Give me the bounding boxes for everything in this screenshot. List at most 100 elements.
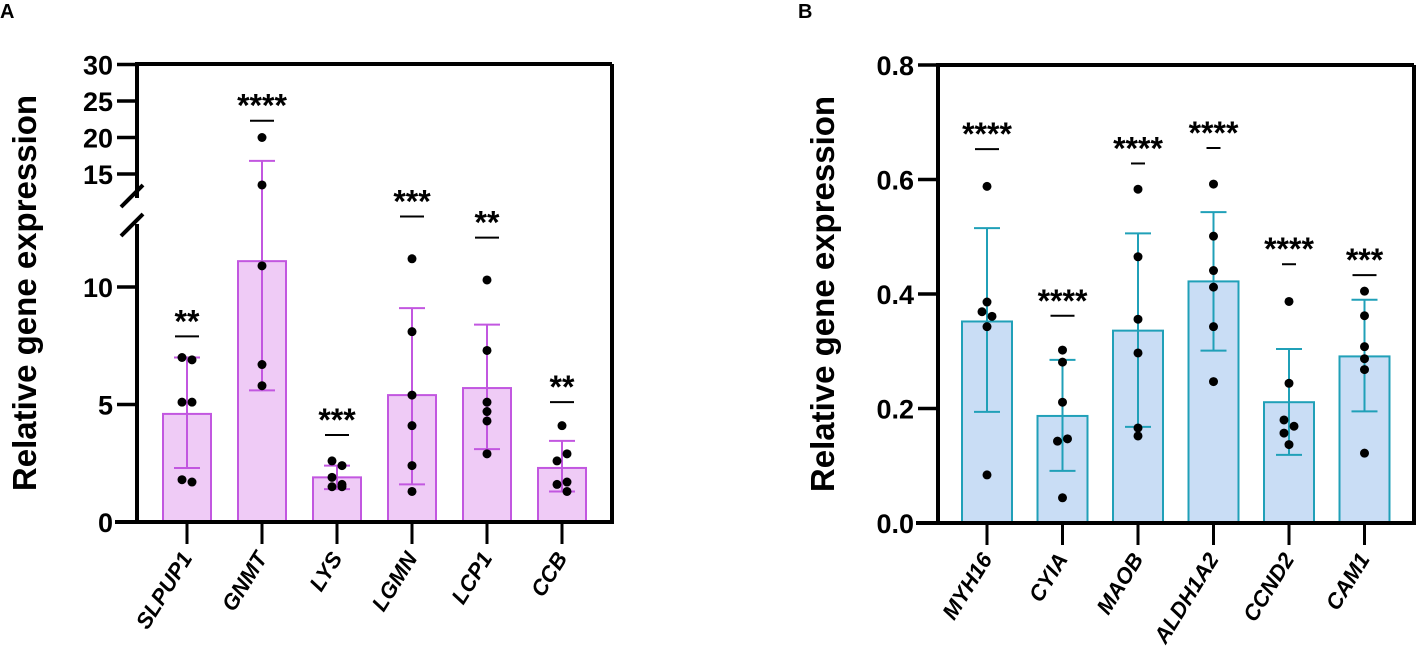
data-point bbox=[1279, 415, 1289, 425]
panel-label: A bbox=[0, 1, 14, 23]
data-point bbox=[977, 307, 987, 317]
data-point bbox=[1133, 431, 1143, 441]
data-point bbox=[482, 397, 492, 407]
y-tick-label: 10 bbox=[83, 273, 113, 303]
y-tick-label: 20 bbox=[83, 124, 113, 154]
y-tick-label: 25 bbox=[83, 87, 113, 117]
data-point bbox=[552, 479, 562, 489]
data-point bbox=[1209, 231, 1218, 241]
data-point bbox=[407, 254, 417, 264]
data-point bbox=[327, 456, 337, 466]
y-axis-label: Relative gene expression bbox=[6, 95, 43, 491]
data-point bbox=[1133, 314, 1143, 324]
x-tick-label: CAM1 bbox=[1321, 548, 1375, 614]
y-tick-label: 0.6 bbox=[876, 166, 914, 196]
x-tick-label: MYH16 bbox=[937, 548, 997, 624]
significance-label: *** bbox=[393, 184, 431, 220]
data-point bbox=[177, 475, 187, 485]
data-point bbox=[187, 477, 197, 487]
data-point bbox=[982, 322, 992, 332]
significance-label: ** bbox=[475, 205, 500, 241]
data-point bbox=[482, 449, 492, 459]
panel-b: B Relative gene expression **** MYH16 **** CY… bbox=[798, 1, 1416, 649]
data-point bbox=[257, 381, 267, 391]
data-point bbox=[482, 345, 492, 355]
data-point bbox=[562, 486, 572, 496]
y-tick-label: 15 bbox=[83, 160, 113, 190]
y-axis-label: Relative gene expression bbox=[804, 96, 841, 492]
data-point bbox=[557, 421, 567, 431]
x-tick-label: LCP1 bbox=[446, 547, 497, 608]
data-point bbox=[407, 461, 417, 471]
data-point bbox=[562, 449, 572, 459]
significance-label: **** bbox=[1113, 130, 1163, 166]
x-tick-label: MAOB bbox=[1091, 548, 1148, 618]
data-point bbox=[337, 482, 347, 492]
data-point bbox=[177, 397, 187, 407]
data-point bbox=[482, 407, 492, 417]
data-point bbox=[407, 327, 417, 337]
axis-break-mark bbox=[119, 212, 145, 238]
data-point bbox=[982, 297, 992, 307]
x-tick-label: CYIA bbox=[1024, 548, 1073, 606]
y-tick-label: 0 bbox=[98, 508, 113, 538]
data-point bbox=[257, 261, 267, 271]
data-point bbox=[987, 311, 997, 321]
significance-label: **** bbox=[1189, 115, 1239, 151]
significance-label: ** bbox=[550, 369, 575, 405]
x-tick-label: ALDH1A2 bbox=[1148, 548, 1224, 649]
data-point bbox=[407, 421, 417, 431]
data-point bbox=[1058, 493, 1067, 503]
data-point bbox=[1133, 252, 1143, 262]
data-point bbox=[1209, 282, 1218, 292]
data-point bbox=[1360, 286, 1369, 296]
significance-label: **** bbox=[962, 116, 1012, 152]
data-point bbox=[1133, 184, 1143, 194]
x-tick-label: GNMT bbox=[217, 546, 273, 615]
y-tick-label: 0.8 bbox=[876, 51, 914, 81]
data-point bbox=[1209, 322, 1218, 332]
y-tick-label: 0.4 bbox=[876, 280, 914, 310]
data-point bbox=[982, 181, 992, 191]
data-point bbox=[562, 477, 572, 487]
data-point bbox=[257, 133, 267, 142]
data-point bbox=[1053, 436, 1062, 446]
data-point bbox=[982, 470, 992, 480]
data-point bbox=[407, 486, 417, 496]
x-tick-label: CCND2 bbox=[1238, 548, 1300, 626]
data-point bbox=[1209, 377, 1218, 387]
panel-label: B bbox=[798, 1, 812, 23]
data-point bbox=[1133, 423, 1143, 433]
data-point bbox=[1133, 348, 1143, 358]
data-point bbox=[327, 472, 337, 482]
data-point bbox=[1058, 345, 1067, 355]
significance-label: *** bbox=[1346, 242, 1384, 278]
data-point bbox=[1360, 342, 1369, 352]
data-point bbox=[257, 180, 267, 190]
data-point bbox=[482, 275, 492, 285]
x-tick-label: LYS bbox=[304, 547, 347, 595]
data-point bbox=[1209, 266, 1218, 276]
x-tick-label: CCB bbox=[526, 547, 573, 601]
data-point bbox=[187, 355, 197, 365]
y-tick-label: 0.0 bbox=[876, 509, 914, 539]
data-point bbox=[1063, 434, 1072, 444]
data-point bbox=[1360, 354, 1369, 364]
data-point bbox=[482, 416, 492, 426]
significance-label: *** bbox=[318, 402, 356, 438]
significance-label: **** bbox=[237, 88, 287, 124]
data-point bbox=[1360, 448, 1369, 458]
significance-label: **** bbox=[1038, 283, 1088, 319]
data-point bbox=[1279, 428, 1289, 438]
data-point bbox=[407, 390, 417, 400]
data-point bbox=[1284, 440, 1294, 450]
x-tick-label: SLPUP1 bbox=[131, 547, 198, 633]
data-point bbox=[552, 456, 562, 466]
significance-label: ** bbox=[175, 303, 200, 339]
data-point bbox=[1058, 397, 1067, 407]
y-tick-label: 0.2 bbox=[876, 395, 914, 425]
x-tick-label: LGMN bbox=[367, 546, 423, 615]
y-tick-label: 30 bbox=[83, 51, 113, 81]
